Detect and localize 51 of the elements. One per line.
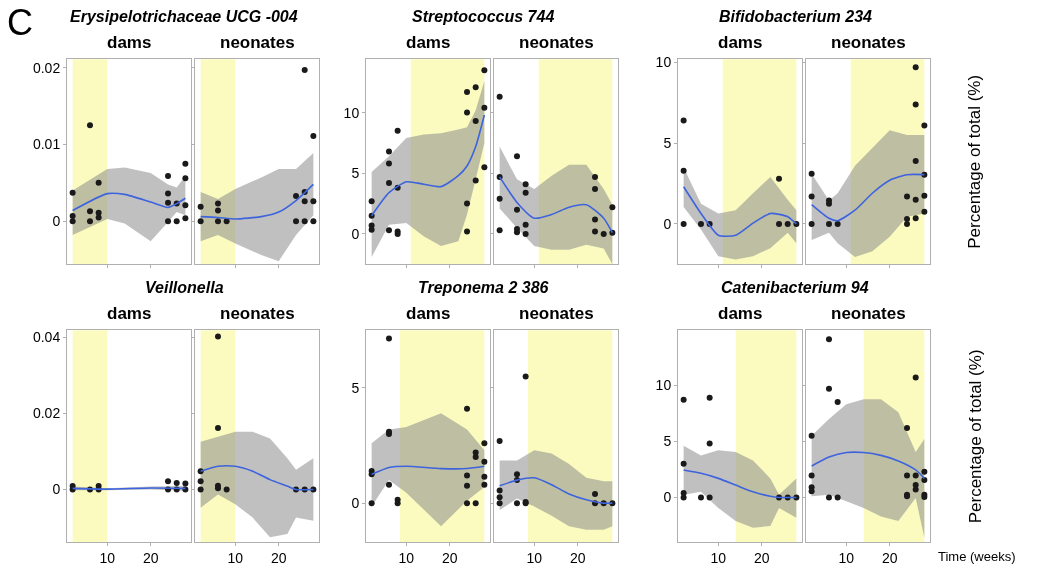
x-tick-label: 10 <box>398 550 415 566</box>
chart-subtitle: neonates <box>220 33 295 52</box>
y-tick-label: 0.02 <box>32 59 61 76</box>
x-tick-label: 10 <box>838 550 855 566</box>
chart-title: Erysipelotrichaceae UCG -004 <box>70 8 298 25</box>
chart-subtitle: dams <box>406 33 451 52</box>
y-tick-label: 0.04 <box>32 329 61 346</box>
y-tick-label: 0 <box>663 489 672 506</box>
x-axis-title: Time (weeks) <box>938 549 1016 564</box>
chart-title: Bifidobacterium 234 <box>719 8 873 25</box>
y-tick-label: 0 <box>351 495 360 512</box>
chart-subtitle: neonates <box>519 304 594 323</box>
y-tick-label: 10 <box>655 377 672 394</box>
x-tick-label: 20 <box>270 550 287 566</box>
chart-subtitle: neonates <box>831 304 906 323</box>
x-tick-label: 20 <box>569 550 586 566</box>
chart-title: Streptococcus 744 <box>412 8 555 25</box>
chart-subtitle: neonates <box>519 33 594 52</box>
chart-subtitle: dams <box>718 33 763 52</box>
x-tick-label: 20 <box>142 550 159 566</box>
chart-title: Veillonella <box>145 279 224 296</box>
y-tick-label: 0.01 <box>32 136 61 153</box>
x-tick-label: 20 <box>881 550 898 566</box>
y-tick-label: 0 <box>663 215 672 232</box>
y-tick-label: 0 <box>351 225 360 242</box>
y-tick-label: 10 <box>343 104 360 121</box>
x-tick-label: 10 <box>526 550 543 566</box>
y-tick-label: 5 <box>663 135 672 152</box>
chart-subtitle: dams <box>718 304 763 323</box>
x-tick-label: 10 <box>710 550 727 566</box>
y-tick-label: 0 <box>52 481 61 498</box>
y-tick-label: 0 <box>52 213 61 230</box>
text: C <box>7 2 33 43</box>
chart-subtitle: neonates <box>831 33 906 52</box>
chart-subtitle: dams <box>406 304 451 323</box>
x-tick-label: 20 <box>441 550 458 566</box>
chart-subtitle: neonates <box>220 304 295 323</box>
x-tick-label: 20 <box>753 550 770 566</box>
chart-subtitle: dams <box>107 304 152 323</box>
y-tick-label: 10 <box>655 54 672 71</box>
chart-title: Treponema 2 386 <box>418 279 549 296</box>
y-tick-label: 5 <box>663 433 672 450</box>
chart-subtitle: dams <box>107 33 152 52</box>
y-axis-title: Percentage of total (%) <box>965 349 985 524</box>
y-axis-title: Percentage of total (%) <box>965 74 985 249</box>
x-tick-label: 10 <box>99 550 116 566</box>
y-tick-label: 5 <box>351 379 360 396</box>
x-tick-label: 10 <box>227 550 244 566</box>
y-tick-label: 0.02 <box>32 405 61 422</box>
y-tick-label: 5 <box>351 165 360 182</box>
chart-title: Catenibacterium 94 <box>721 279 869 296</box>
